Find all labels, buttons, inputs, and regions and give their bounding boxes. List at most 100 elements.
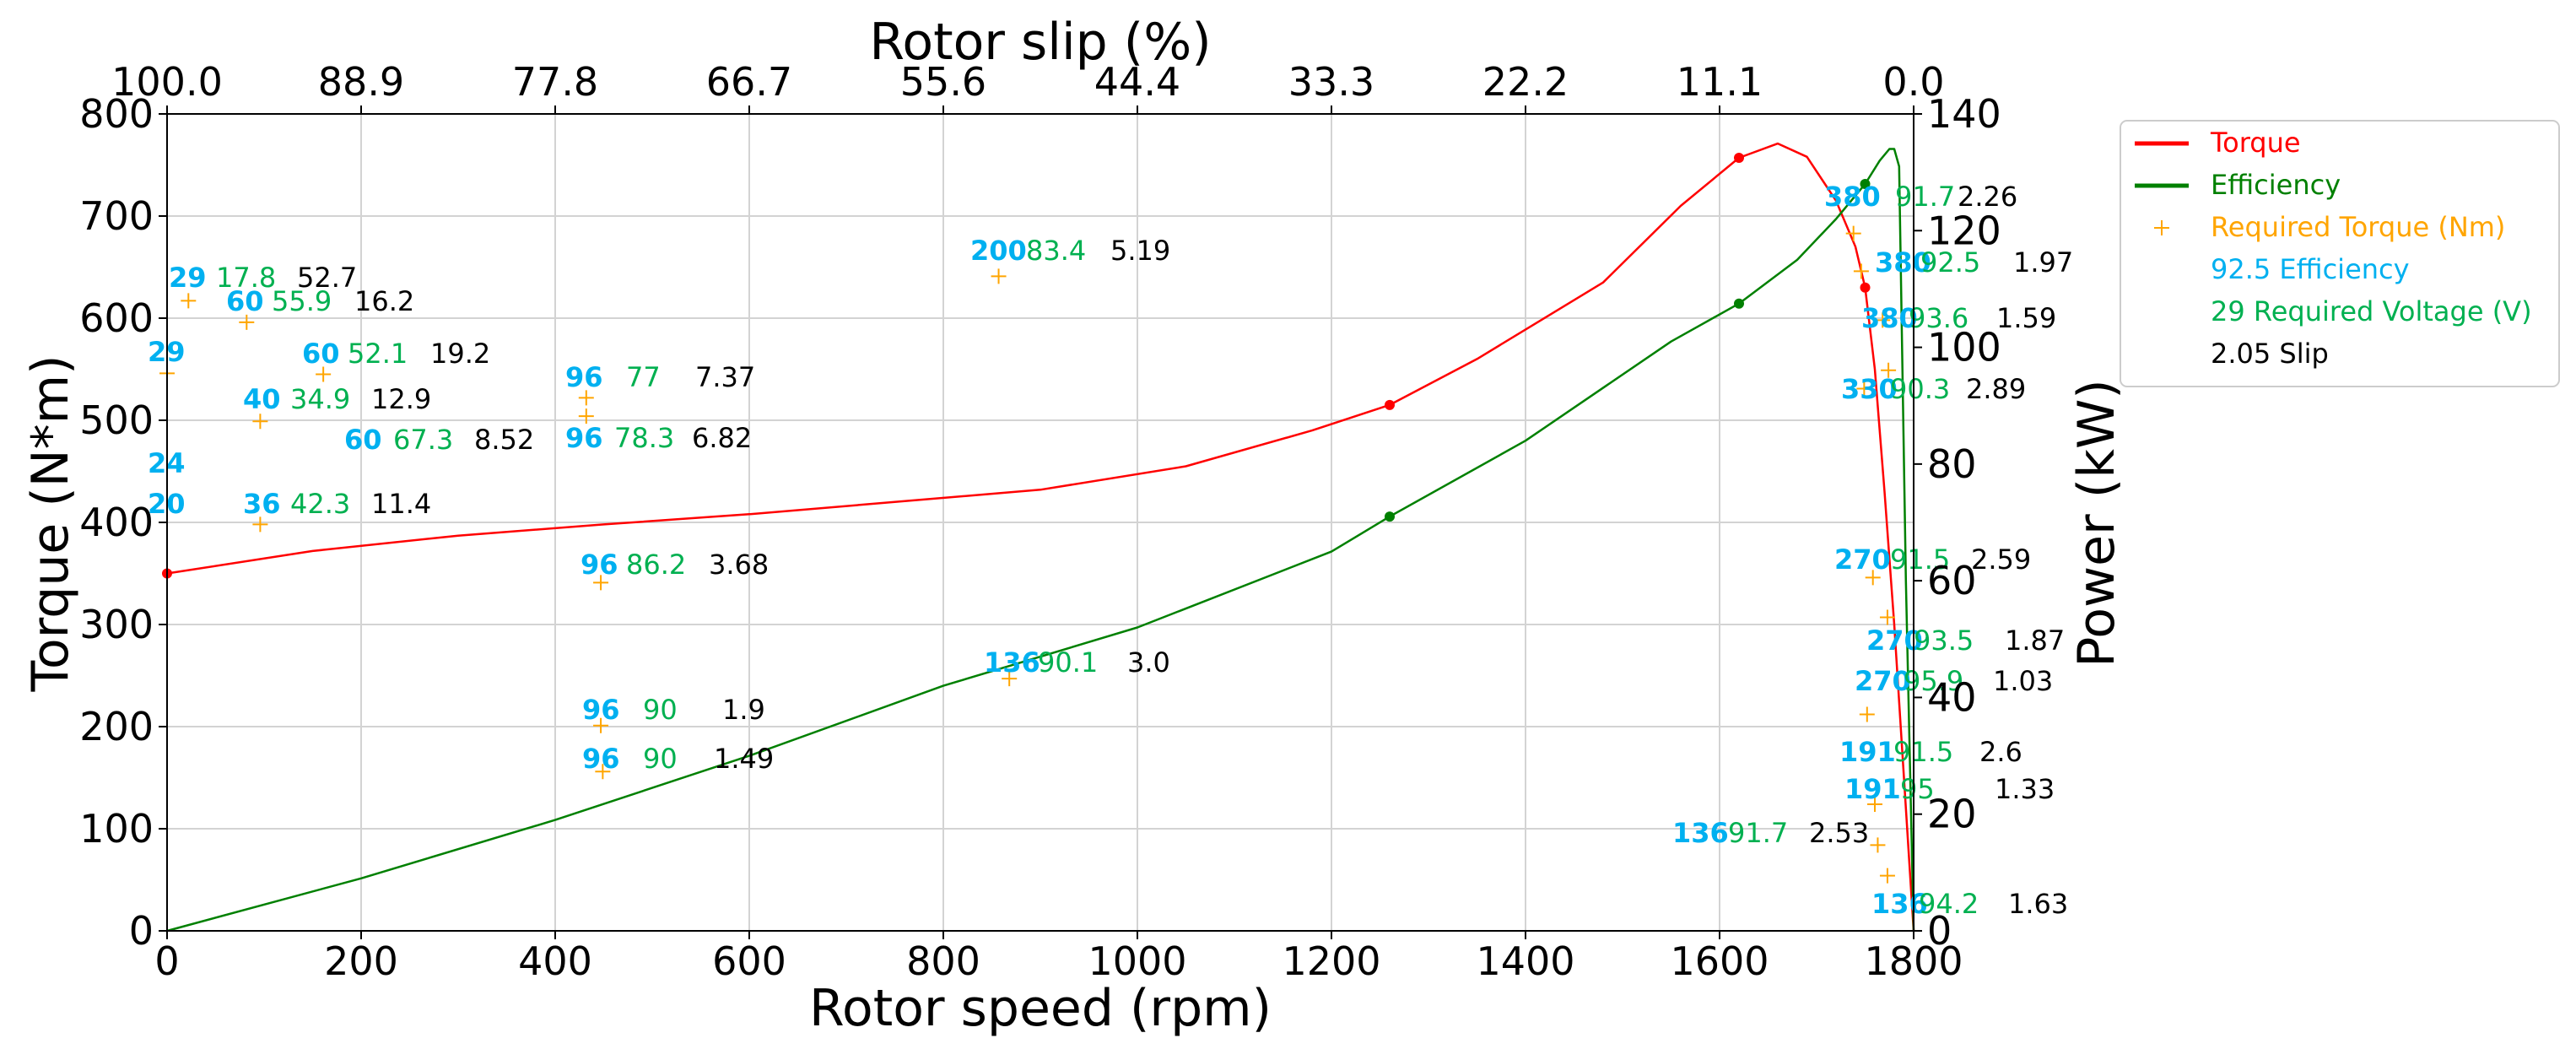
annotation-voltage: 136 <box>984 646 1040 679</box>
x-tick-label: 200 <box>324 938 398 984</box>
required-torque-marker <box>252 414 268 430</box>
annotation-slip: 1.49 <box>714 743 774 775</box>
annotation-group: 60 52.1 19.2 <box>302 338 490 370</box>
y2-tick-label: 40 <box>1927 674 1977 720</box>
top-tick-label: 55.6 <box>900 59 986 105</box>
annotation-efficiency: 92.5 <box>1920 246 1980 278</box>
axis-ticks: 0 200 400 600 800 1000 1200 1400 1600 18000100200… <box>79 59 2001 984</box>
required-torque-marker <box>316 366 332 382</box>
legend: Torque Efficiency Required Torque (Nm) 92.5… <box>2120 120 2560 387</box>
x-tick-label: 0 <box>154 938 179 984</box>
required-torque-marker <box>1870 837 1886 853</box>
annotation-group: 270 91.5 2.59 <box>1834 543 2031 576</box>
legend-entry-label: Torque <box>2210 127 2301 159</box>
annotation-efficiency: 67.3 <box>393 424 453 456</box>
top-tick-label: 11.1 <box>1677 59 1763 105</box>
annotation-slip: 1.59 <box>1996 302 2056 334</box>
annotation-slip: 1.63 <box>2008 888 2068 920</box>
annotation-slip: 2.53 <box>1809 817 1869 849</box>
annotation-voltage: 29 <box>169 262 207 294</box>
x-tick-label: 600 <box>712 938 786 984</box>
annotation-slip: 16.2 <box>354 285 414 317</box>
y-tick-label: 400 <box>79 500 154 545</box>
annotation-slip: 1.97 <box>2013 246 2073 278</box>
annotation-slip: 1.03 <box>1993 665 2053 697</box>
top-tick-label: 22.2 <box>1482 59 1569 105</box>
legend-entry-label: 92.5 Efficiency <box>2211 253 2410 285</box>
annotation-slip: 3.0 <box>1127 646 1170 679</box>
annotation-slip: 3.68 <box>709 549 769 581</box>
legend-marker-swatch <box>2154 220 2169 235</box>
y-tick-label: 800 <box>79 91 154 137</box>
x-tick-label: 800 <box>906 938 980 984</box>
annotation-voltage: 136 <box>1672 817 1729 849</box>
annotation-group: 96 77 7.37 <box>565 361 755 393</box>
annotation-slip: 2.89 <box>1966 373 2026 405</box>
annotation-slip: 5.19 <box>1110 235 1170 267</box>
annotation-voltage: 40 <box>243 383 281 415</box>
top-axis-label: Rotor slip (%) <box>869 13 1211 72</box>
annotation-efficiency: 91.5 <box>1890 543 1950 576</box>
annotation-efficiency: 55.9 <box>272 285 332 317</box>
x-axis-label: Rotor speed (rpm) <box>809 979 1272 1038</box>
annotation-voltage: 60 <box>344 424 382 456</box>
annotation-slip: 1.9 <box>722 694 765 726</box>
y-tick-label: 100 <box>79 806 154 852</box>
annotation-efficiency: 42.3 <box>290 488 350 520</box>
required-torque-marker <box>593 575 609 591</box>
efficiency-point <box>1385 511 1395 522</box>
y2-tick-label: 120 <box>1927 208 2001 253</box>
required-torque-marker <box>1879 609 1895 625</box>
required-torque-marker <box>1865 570 1881 586</box>
annotation-group: 29 17.8 52.7 <box>169 262 357 294</box>
top-tick-label: 77.8 <box>512 59 598 105</box>
annotation-group: 96 78.3 6.82 <box>565 422 752 454</box>
required-torque-marker <box>239 314 255 330</box>
required-torque-marker <box>593 717 609 733</box>
annotation-efficiency: 83.4 <box>1026 235 1086 267</box>
x-tick-label: 400 <box>518 938 592 984</box>
annotation-group: 380 91.7 2.26 <box>1824 181 2017 213</box>
annotation-voltage: 380 <box>1875 246 1931 278</box>
annotation-slip: 6.82 <box>692 422 752 454</box>
annotation-efficiency: 93.5 <box>1914 625 1974 657</box>
annotation-voltage: 60 <box>302 338 340 370</box>
y-tick-label: 500 <box>79 397 154 443</box>
annotation-efficiency: 90 <box>643 694 678 726</box>
annotation-voltage: 200 <box>970 235 1027 267</box>
annotation-voltage: 380 <box>1861 302 1918 334</box>
annotation-voltage: 96 <box>582 743 620 775</box>
annotation-voltage: 191 <box>1839 736 1896 768</box>
annotation-group: 200 83.4 5.19 <box>970 235 1170 267</box>
annotation-efficiency: 17.8 <box>216 262 276 294</box>
y-tick-label: 600 <box>79 295 154 341</box>
torque-point <box>1734 153 1744 164</box>
annotation-voltage: 191 <box>1844 773 1901 805</box>
annotation-voltage: 36 <box>243 488 281 520</box>
annotation-slip: 8.52 <box>474 424 534 456</box>
top-tick-label: 0.0 <box>1882 59 1944 105</box>
annotation-voltage: 270 <box>1834 543 1891 576</box>
y2-tick-label: 60 <box>1927 558 1977 603</box>
annotation-voltage: 380 <box>1824 181 1881 213</box>
required-torque-marker <box>1879 868 1895 884</box>
annotation-group: 96 90 1.9 <box>582 694 765 726</box>
annotation-efficiency: 77 <box>626 361 661 393</box>
y-tick-label: 200 <box>79 704 154 749</box>
series-lines <box>162 142 1915 933</box>
annotation-voltage: 96 <box>581 549 618 581</box>
annotation-efficiency: 34.9 <box>290 383 350 415</box>
x-tick-label: 1200 <box>1282 938 1380 984</box>
annotation-slip: 19.2 <box>430 338 490 370</box>
required-torque-marker <box>1002 671 1018 687</box>
annotation-voltage: 136 <box>1871 888 1928 920</box>
required-torque-marker <box>1875 312 1891 328</box>
annotation-group: 40 34.9 12.9 <box>243 383 431 415</box>
required-torque-markers <box>159 225 1897 884</box>
efficiency-point <box>1860 178 1871 189</box>
annotation-efficiency: 90.1 <box>1038 646 1098 679</box>
